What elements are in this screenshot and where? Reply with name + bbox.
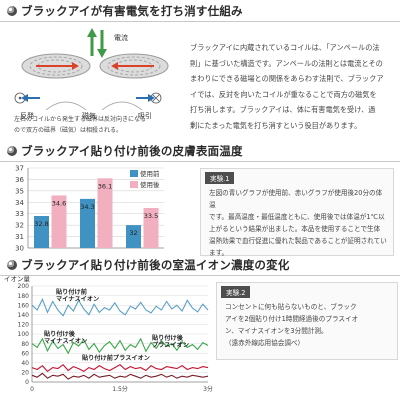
line-plus-ion-before bbox=[31, 363, 209, 373]
annotation-label: 貼り付け後 bbox=[151, 334, 184, 342]
bar-after-min bbox=[143, 208, 159, 248]
bullet-icon bbox=[7, 6, 17, 16]
text-line: ン、マイナスイオンを3分間計測。 bbox=[225, 327, 328, 335]
y-tick-label: 0 bbox=[25, 379, 29, 386]
bullet-icon bbox=[7, 260, 17, 270]
annotation-label: 貼り付け前 bbox=[55, 288, 87, 296]
magnetism-label: 磁気 bbox=[82, 111, 96, 120]
caption-line: 左右のコイルから発生する磁界は反対向きになる bbox=[14, 116, 147, 123]
mechanism-description: ブラックアイに内蔵されているコイルは、「アンペールの法 則」に基づいた構造です。… bbox=[190, 40, 395, 133]
divider bbox=[0, 161, 400, 162]
line-minus-ion-after bbox=[31, 337, 209, 355]
y-tick-label: 35 bbox=[15, 187, 24, 195]
legend-label: 使用前 bbox=[140, 169, 160, 178]
caption-line: ので双方の磁界（磁気）は相殺される。 bbox=[14, 127, 123, 134]
text-line: 剰にたまった電気を打ち消すという役目があります。 bbox=[190, 120, 362, 130]
y-tick-label: 40 bbox=[21, 360, 29, 367]
section-header-mechanism: ブラックアイが有害電気を打ち消す仕組み bbox=[0, 2, 400, 22]
text-line: 則」に基づいた構造です。アンペールの法則とは電流とその bbox=[190, 58, 383, 68]
bar-before-max bbox=[34, 216, 49, 248]
experiment-text: コンセントに何も貼らないものと、ブラック アイを2個貼り付け1時間経過後のプラス… bbox=[225, 301, 391, 349]
text-line: アイを2個貼り付け1時間経過後のプラスイオ bbox=[225, 315, 359, 323]
section-title: ブラックアイが有害電気を打ち消す仕組み bbox=[21, 4, 243, 18]
text-line: イでは、反対を向いたコイルが重なることで両方の磁気を bbox=[190, 89, 377, 99]
current-label: 電流 bbox=[114, 33, 128, 42]
bar-before-min bbox=[126, 225, 141, 248]
data-label: 34.3 bbox=[80, 203, 94, 211]
data-label: 34.6 bbox=[52, 199, 66, 207]
text-line: 温熱効果で血行促進に優れた製品であることが証明されてい bbox=[209, 237, 387, 245]
line-minus-ion-before bbox=[31, 298, 209, 317]
text-line: （遠赤外線応用協会調べ） bbox=[225, 339, 305, 347]
divider bbox=[0, 21, 400, 22]
y-tick-label: 60 bbox=[21, 350, 29, 357]
annotation-sublabel: プラスイオン bbox=[152, 341, 189, 349]
right-coil-icon bbox=[99, 53, 169, 79]
annotation-label: 貼り付け後 bbox=[43, 330, 76, 338]
y-tick-label: 120 bbox=[18, 322, 30, 329]
section-header-skin-temperature: ブラックアイ貼り付け前後の皮膚表面温度 bbox=[0, 142, 400, 162]
bar-after-max bbox=[51, 195, 67, 248]
y-tick-label: 200 bbox=[18, 283, 30, 290]
data-label: 32 bbox=[129, 229, 137, 237]
bar-after-mid bbox=[97, 178, 113, 248]
y-tick-label: 30 bbox=[15, 245, 24, 253]
divider bbox=[0, 275, 400, 276]
experiment-badge: 実験.1 bbox=[205, 172, 235, 184]
bar-before-mid bbox=[80, 198, 95, 248]
text-line: ブラックアイに内蔵されているコイルは、「アンペールの法 bbox=[190, 43, 380, 52]
legend-swatch bbox=[130, 170, 138, 177]
coil-diagram: 電流 反発 磁気 吸引 bbox=[14, 28, 169, 120]
experiment-2-panel: 実験.2 コンセントに何も貼らないものと、ブラック アイを2個貼り付け1時間経過… bbox=[216, 282, 398, 360]
attract-label: 吸引 bbox=[138, 111, 152, 120]
annotation-label: 貼り付け前プラスイオン bbox=[81, 354, 150, 362]
section-title: ブラックアイ貼り付け前後の室温イオン濃度の変化 bbox=[21, 258, 290, 272]
y-tick-label: 33 bbox=[15, 210, 24, 218]
y-tick-label: 180 bbox=[18, 293, 30, 300]
y-tick-label: 20 bbox=[21, 370, 29, 377]
legend-swatch bbox=[130, 181, 138, 188]
annotation-sublabel: マイナスイオン bbox=[56, 296, 99, 303]
experiment-badge: 実験.2 bbox=[221, 286, 251, 298]
y-tick-label: 100 bbox=[18, 331, 30, 338]
x-tick-label: 1.5分 bbox=[112, 385, 128, 393]
y-tick-label: 160 bbox=[18, 302, 30, 309]
y-tick-label: 32 bbox=[15, 222, 24, 230]
text-line: コンセントに何も貼らないものと、ブラック bbox=[225, 303, 357, 311]
line-plus-ion-after bbox=[31, 372, 209, 380]
y-tick-label: 31 bbox=[15, 233, 24, 241]
x-tick-label: 0 bbox=[30, 386, 34, 393]
text-line: 上がるという結果が出ました。本品を使用することで生体 bbox=[209, 225, 381, 233]
annotation-sublabel: マイナスイオン bbox=[44, 338, 87, 345]
section-title: ブラックアイ貼り付け前後の皮膚表面温度 bbox=[21, 144, 243, 158]
bullet-icon bbox=[7, 146, 17, 156]
experiment-1-panel: 実験.1 左図の青いグラフが使用前、赤いグラフが使用後20分の体温 です。最高温… bbox=[200, 168, 394, 259]
y-tick-label: 34 bbox=[15, 199, 24, 207]
y-axis-title: イオン量 bbox=[4, 275, 31, 283]
text-line: 左図の青いグラフが使用前、赤いグラフが使用後20分の体温 bbox=[209, 189, 383, 209]
y-tick-label: 80 bbox=[21, 341, 29, 348]
text-line: です。最高温度・最低温度ともに、使用後では体温が1℃以 bbox=[209, 213, 385, 221]
x-tick-label: 3分 bbox=[203, 385, 213, 393]
experiment-text: 左図の青いグラフが使用前、赤いグラフが使用後20分の体温 です。最高温度・最低温… bbox=[209, 187, 387, 259]
text-line: 打ち消します。ブラックアイは、体に有害電気を受け、過 bbox=[190, 105, 376, 114]
current-arrows bbox=[87, 28, 107, 58]
ion-line-chart: イオン量 0 20 40 60 80 100 120 140 160 180 200 0 1.5分 3分 貼り… bbox=[4, 275, 213, 393]
legend-label: 使用後 bbox=[140, 180, 160, 189]
data-label: 33.5 bbox=[144, 212, 158, 220]
y-tick-label: 37 bbox=[15, 165, 24, 173]
text-line: ます。 bbox=[209, 249, 229, 257]
temperature-bar-chart: 30 31 32 33 34 35 36 37 32.8 34.6 34.3 36.1 32 33.5 使用… bbox=[15, 165, 164, 253]
data-label: 32.8 bbox=[34, 220, 48, 228]
text-line: まわりにできる磁場との関係をあらわす法則で、ブラックア bbox=[190, 74, 384, 83]
repel-label: 反発 bbox=[20, 111, 34, 120]
section-header-ion-concentration: ブラックアイ貼り付け前後の室温イオン濃度の変化 bbox=[0, 256, 400, 276]
data-label: 36.1 bbox=[98, 182, 112, 190]
left-coil-icon bbox=[21, 53, 91, 79]
y-tick-label: 36 bbox=[15, 176, 24, 184]
diagram-caption: 左右のコイルから発生する磁界は反対向きになる ので双方の磁界（磁気）は相殺される… bbox=[14, 114, 184, 136]
y-tick-label: 140 bbox=[18, 312, 30, 319]
